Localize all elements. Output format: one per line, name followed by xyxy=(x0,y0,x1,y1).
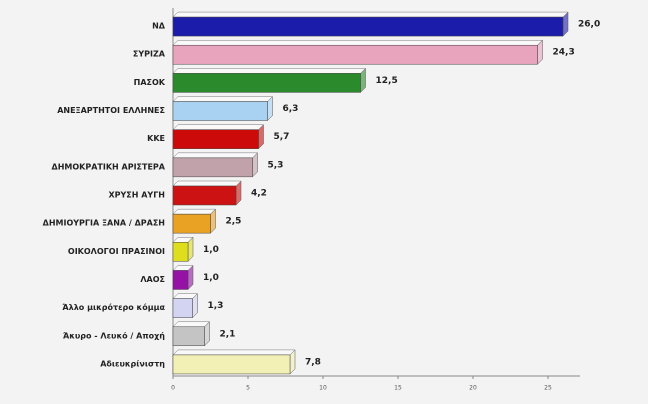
y-tick-label: ΟΙΚΟΛΟΓΟΙ ΠΡΑΣΙΝΟΙ xyxy=(68,247,165,256)
bar xyxy=(172,44,538,65)
bar xyxy=(172,270,189,290)
bar xyxy=(172,326,205,347)
x-tick-label: 10 xyxy=(319,385,327,392)
y-tick-label: ΧΡΥΣΗ ΑΥΓΗ xyxy=(108,191,165,200)
bar xyxy=(172,354,291,375)
bar xyxy=(172,129,259,149)
value-label: 5,3 xyxy=(268,160,284,170)
bar-top xyxy=(172,349,296,356)
value-label: 1,3 xyxy=(208,301,224,311)
value-label: 26,0 xyxy=(578,20,600,30)
bar xyxy=(172,213,211,234)
bar xyxy=(172,157,253,178)
value-label: 2,5 xyxy=(226,217,242,227)
y-tick-label: Άλλο μικρότερο κόμμα xyxy=(62,302,165,312)
bar-top xyxy=(172,152,259,159)
y-tick-label: ΝΔ xyxy=(152,22,166,31)
y-tick-label: Άκυρο - Λευκό / Αποχή xyxy=(63,330,165,340)
y-tick-label: ΣΥΡΙΖΑ xyxy=(133,50,166,59)
value-label: 6,3 xyxy=(283,104,299,114)
bar xyxy=(172,101,268,121)
y-tick-label: ΑΝΕΞΑΡΤΗΤΟΙ ΕΛΛΗΝΕΣ xyxy=(57,106,165,115)
bar-top xyxy=(172,11,569,18)
bar-top xyxy=(172,208,217,215)
bar-top xyxy=(172,180,242,187)
value-label: 4,2 xyxy=(251,189,267,199)
y-tick-label: ΔΗΜΙΟΥΡΓΙΑ ΞΑΝΑ / ΔΡΑΣΗ xyxy=(43,219,165,228)
y-tick-label: ΛΑΟΣ xyxy=(140,275,165,284)
x-tick-label: 15 xyxy=(394,385,402,392)
value-label: 24,3 xyxy=(553,48,575,58)
value-label: 7,8 xyxy=(305,357,321,367)
bar xyxy=(172,185,237,206)
bar-top xyxy=(172,39,544,46)
x-tick-label: 0 xyxy=(171,385,175,392)
y-tick-label: ΔΗΜΟΚΡΑΤΙΚΗ ΑΡΙΣΤΕΡΑ xyxy=(52,162,166,171)
value-label: 5,7 xyxy=(274,132,290,142)
y-tick-label: Αδιευκρίνιστη xyxy=(100,358,165,368)
y-tick-label: ΚΚΕ xyxy=(147,134,165,143)
value-label: 1,0 xyxy=(203,273,219,283)
bar-top xyxy=(172,124,265,130)
bar xyxy=(172,16,564,37)
x-tick-label: 5 xyxy=(246,385,250,392)
value-label: 1,0 xyxy=(203,245,219,255)
bar-top xyxy=(172,321,211,328)
value-label: 12,5 xyxy=(376,76,398,86)
value-label: 2,1 xyxy=(220,329,236,339)
x-tick-label: 25 xyxy=(544,385,552,392)
bar xyxy=(172,242,189,262)
x-tick-label: 20 xyxy=(469,385,477,392)
bar xyxy=(172,73,361,93)
bar-top xyxy=(172,96,274,102)
bar xyxy=(172,298,193,318)
bar-top xyxy=(172,68,367,74)
y-tick-label: ΠΑΣΟΚ xyxy=(134,78,166,87)
